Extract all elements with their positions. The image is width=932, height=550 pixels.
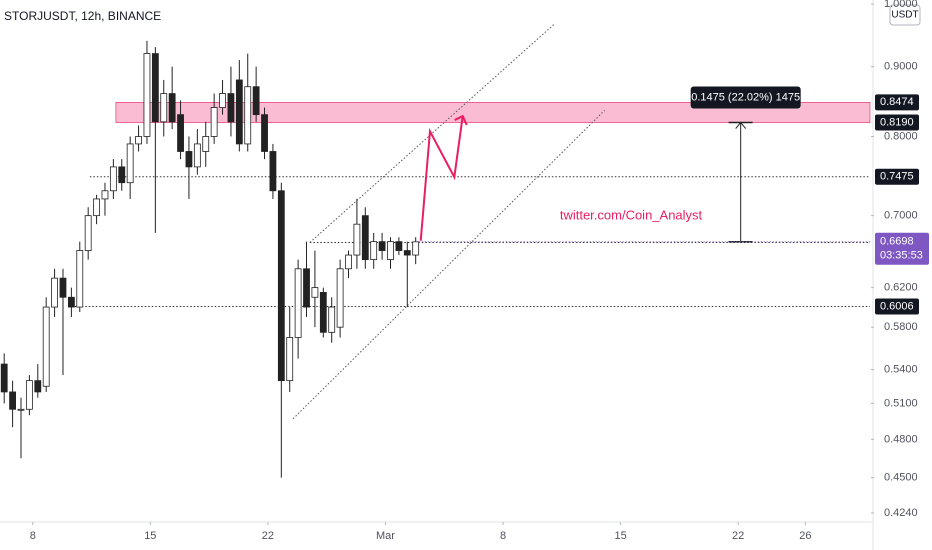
y-tick-label: 0.7000 (884, 210, 918, 222)
candle-body (9, 391, 16, 410)
price-label: 0.8474 (880, 96, 914, 108)
candle-body (252, 86, 260, 116)
price-label-box (875, 94, 919, 111)
y-tick-label: 0.6200 (884, 282, 918, 294)
x-tick-label: 15 (614, 530, 626, 542)
candle-body (294, 268, 302, 338)
candle-body (118, 166, 126, 184)
candle-body (361, 215, 369, 261)
candle-body (135, 136, 142, 145)
x-tick-label: 22 (262, 530, 274, 542)
x-tick-label: 8 (30, 530, 36, 542)
candle-body (227, 93, 235, 123)
candle-body (160, 93, 168, 123)
y-tick-label: 0.5400 (884, 363, 918, 375)
candle-body (59, 277, 67, 298)
candle-body (151, 53, 159, 123)
resistance-zone (115, 102, 871, 123)
y-tick-label: 0.5100 (884, 397, 918, 409)
y-tick-label: 0.5800 (884, 321, 918, 333)
candle-body (219, 93, 226, 108)
y-tick-label: 0.9000 (884, 61, 918, 73)
candle-body (303, 268, 310, 308)
candle-body (177, 114, 184, 152)
candle-body (336, 268, 344, 328)
measure-box (690, 86, 801, 109)
y-tick-label: 0.4240 (884, 507, 918, 519)
measure-head (735, 121, 747, 129)
candle-body (378, 241, 386, 251)
candle-body (277, 190, 285, 382)
currency-box[interactable] (889, 4, 921, 26)
plot: 0.1475 (22.02%) 1475 twitter.com/Coin_Ana… (0, 23, 871, 478)
currency[interactable]: USDT (891, 10, 918, 21)
candle-body (395, 241, 403, 251)
candle-body (235, 79, 243, 145)
last-price-box (875, 232, 929, 265)
price-label-box (875, 168, 919, 185)
candle-body (67, 296, 75, 308)
candle-body (261, 114, 268, 152)
x-tick-label: 26 (799, 530, 811, 542)
price-label-box (875, 114, 919, 131)
candle-body (412, 241, 420, 256)
candle-body (193, 143, 201, 168)
countdown: 03:35:53 (880, 250, 923, 262)
last-price-label: 0.6698 (880, 236, 914, 248)
candle-body (143, 53, 151, 137)
candle-body (42, 306, 50, 387)
candle-body (345, 254, 352, 270)
price-label: 0.7475 (880, 171, 914, 183)
candle-body (76, 250, 84, 308)
channel-line (292, 110, 605, 420)
candle-body (319, 292, 327, 333)
candle-body (387, 241, 394, 261)
arrow-head (454, 114, 468, 126)
y-tick-label: 1.0000 (884, 0, 918, 10)
x-tick-label: 22 (732, 530, 744, 542)
candle-body (51, 277, 58, 308)
y-tick-label: 0.4500 (884, 472, 918, 484)
candle-body (210, 107, 218, 137)
price-label: 0.8190 (880, 116, 914, 128)
measure-label: 0.1475 (22.02%) 1475 (691, 91, 800, 103)
watermark: twitter.com/Coin_Analyst (560, 207, 703, 222)
x-tick-label: 15 (144, 530, 156, 542)
candle-body (84, 215, 92, 251)
price-label-box (875, 298, 919, 315)
candle-body (202, 136, 210, 152)
price-label: 0.6006 (880, 300, 914, 312)
candle-body (286, 337, 294, 382)
candle-body (126, 143, 134, 184)
candle-body (109, 166, 117, 192)
candle-body (25, 380, 33, 410)
projection-arrow (419, 115, 464, 241)
candle-body (168, 93, 176, 123)
y-tick-label: 0.8000 (884, 130, 918, 142)
candle-body (34, 380, 42, 393)
y-tick-label: 0.4800 (884, 433, 918, 445)
candle-body (93, 198, 100, 217)
channel-line (309, 23, 556, 243)
candle-body (370, 241, 378, 261)
candle-body (0, 363, 8, 393)
candle-body (403, 250, 411, 256)
candle-body (328, 306, 336, 333)
candle-body (101, 190, 109, 200)
candle-body (185, 151, 193, 168)
candle-body (269, 151, 277, 192)
candle-body (17, 408, 25, 411)
candle-body (311, 287, 319, 298)
candle-body (244, 86, 252, 145)
chart-title: STORJUSDT, 12h, BINANCE (4, 9, 161, 23)
candle-body (353, 223, 361, 256)
x-tick-label: 8 (500, 530, 506, 542)
x-tick-label: Mar (376, 530, 395, 542)
